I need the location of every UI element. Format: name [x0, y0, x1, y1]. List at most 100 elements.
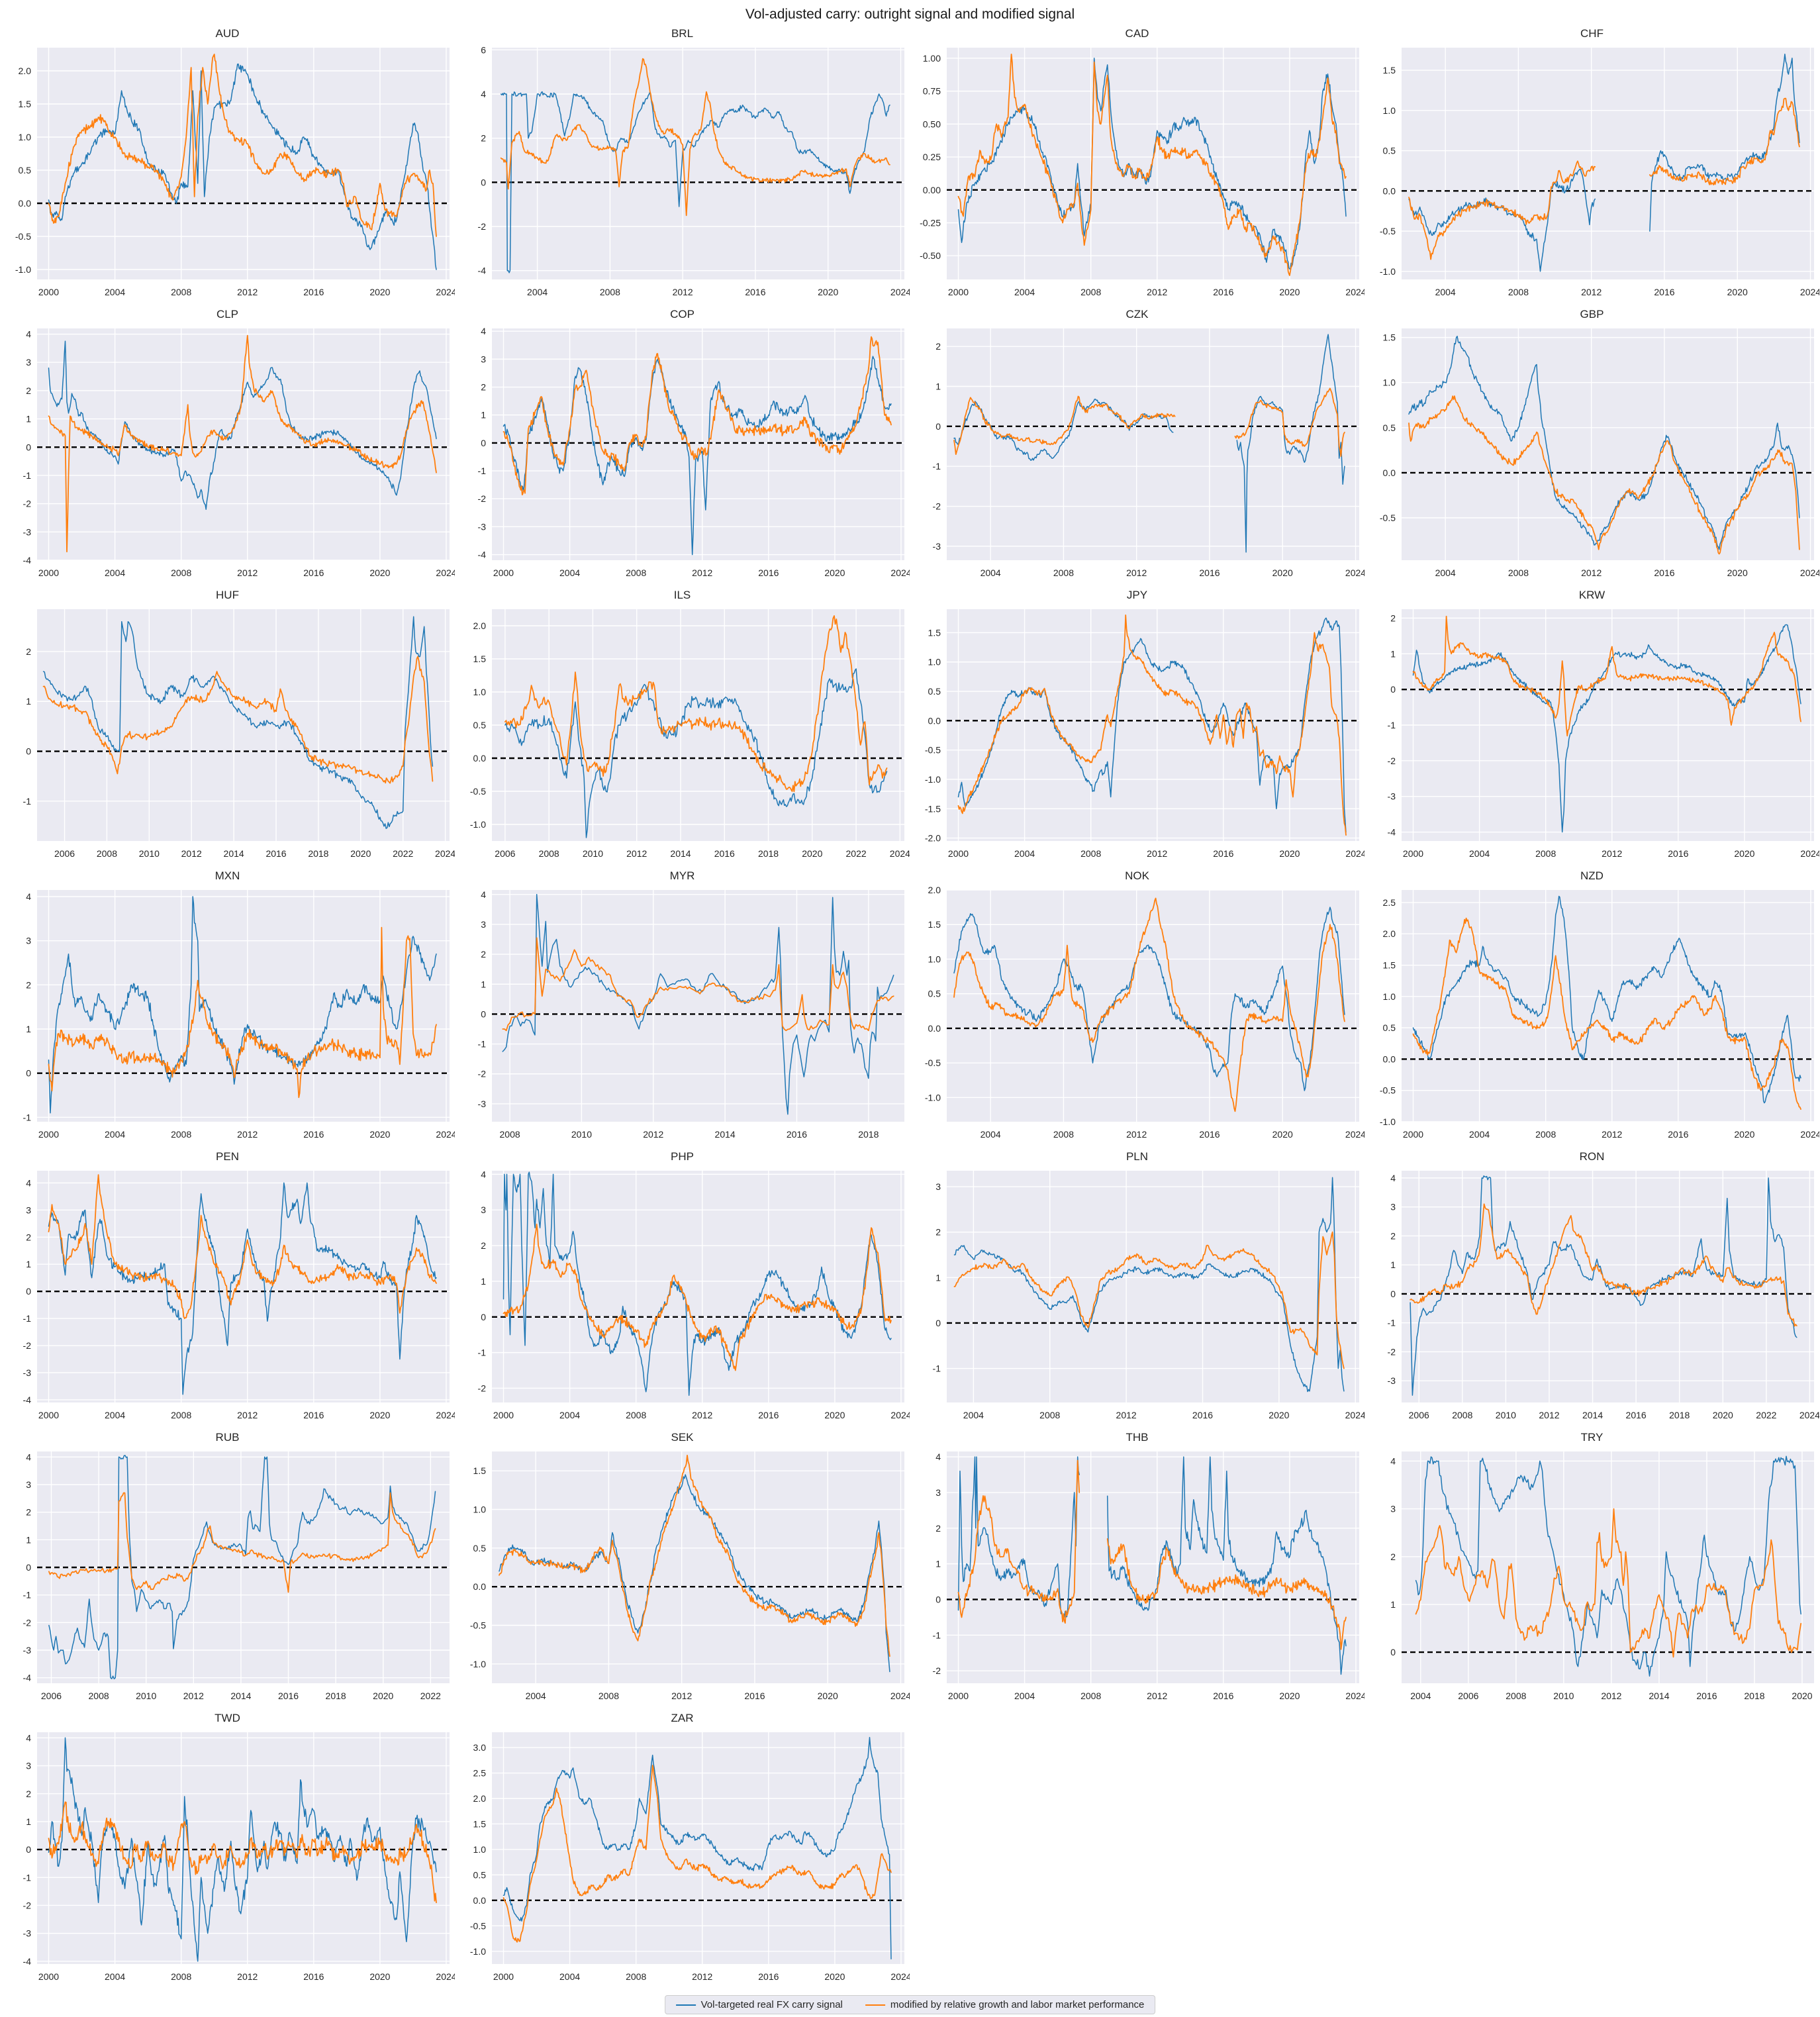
y-tick-label: -0.5 — [1380, 513, 1396, 523]
x-tick-label: 2010 — [583, 848, 603, 859]
chart-canvas-twd: 2000 2004 2008 2012 2016 2020 2024 -4 -3 -2 -1 0 1 2 3… — [23, 1732, 457, 1982]
x-tick-label: 2000 — [948, 1691, 969, 1701]
y-tick-label: 1.0 — [473, 1504, 487, 1515]
x-tick-label: 2004 — [1435, 287, 1456, 297]
x-tick-label: 2012 — [626, 848, 647, 859]
series-outright-aud — [48, 63, 437, 270]
x-tick-label: 2016 — [265, 848, 286, 859]
y-tick-label: -1 — [478, 466, 487, 476]
chart-canvas-cop: 2000 2004 2008 2012 2016 2020 2024 -4 -3 -2 -1 0 1 2 3… — [478, 326, 912, 578]
x-tick-label: 2018 — [1744, 1691, 1764, 1701]
y-tick-label: 0.0 — [1383, 467, 1396, 478]
y-tick-label: 2 — [26, 1789, 31, 1799]
x-tick-label: 2004 — [526, 1691, 546, 1701]
y-tick-label: 3 — [26, 936, 31, 946]
x-tick-label: 2020 — [1713, 1410, 1733, 1420]
y-tick-label: -1 — [1388, 720, 1396, 730]
series-outright-twd — [48, 1737, 437, 1962]
y-tick-label: 0.5 — [1383, 1022, 1396, 1033]
x-tick-label: 2024 — [436, 567, 455, 578]
x-tick-label: 2012 — [181, 848, 202, 859]
series-modified-pln — [953, 1231, 1345, 1369]
y-tick-label: 4 — [26, 1451, 31, 1462]
chart-title-czk: CZK — [1126, 308, 1149, 320]
x-tick-label: 2020 — [1279, 287, 1300, 297]
x-tick-label: 2012 — [1147, 848, 1167, 859]
y-tick-label: 0 — [26, 1562, 31, 1573]
x-tick-label: 2024 — [1345, 1129, 1365, 1140]
x-tick-label: 2006 — [1458, 1691, 1478, 1701]
y-tick-label: 2.0 — [473, 620, 487, 631]
y-tick-label: 1 — [26, 1534, 31, 1545]
y-tick-label: -2 — [478, 221, 487, 232]
x-tick-label: 2020 — [369, 1410, 390, 1420]
y-tick-label: 0.5 — [19, 165, 32, 175]
x-tick-label: 2008 — [1535, 848, 1556, 859]
series-outright-brl — [500, 91, 890, 273]
x-tick-label: 2000 — [948, 287, 969, 297]
x-tick-label: 2008 — [89, 1691, 109, 1701]
x-tick-label: 2016 — [744, 1691, 765, 1701]
series-outright-ron — [1410, 1175, 1797, 1396]
plot-panel — [947, 1171, 1359, 1402]
x-tick-label: 2010 — [1553, 1691, 1574, 1701]
y-tick-label: 0.5 — [1383, 146, 1396, 156]
y-tick-label: -4 — [1388, 827, 1396, 838]
y-tick-label: 0 — [481, 1312, 486, 1322]
y-tick-label: 2 — [26, 646, 31, 657]
x-tick-label: 2008 — [1506, 1691, 1526, 1701]
y-tick-label: 0.50 — [923, 119, 941, 129]
series-modified-chf — [1649, 97, 1800, 185]
x-tick-label: 2008 — [626, 1971, 646, 1982]
x-tick-label: 2018 — [858, 1129, 879, 1140]
y-tick-label: -4 — [23, 555, 32, 566]
x-tick-label: 2004 — [1410, 1691, 1431, 1701]
x-tick-label: 2016 — [758, 1410, 779, 1420]
y-tick-label: -1 — [23, 1112, 32, 1122]
x-tick-label: 2024 — [890, 1971, 910, 1982]
y-tick-label: 1.0 — [1383, 105, 1396, 116]
x-tick-label: 2016 — [303, 1971, 324, 1982]
y-tick-label: 1.0 — [1383, 991, 1396, 1002]
y-tick-label: 3 — [26, 1479, 31, 1490]
x-tick-label: 2008 — [97, 848, 117, 859]
x-tick-label: 2016 — [714, 848, 735, 859]
y-tick-label: -2 — [23, 1617, 32, 1628]
y-tick-label: 3 — [481, 1205, 486, 1215]
plot-panel — [37, 609, 450, 841]
y-tick-label: 0 — [26, 442, 31, 452]
x-tick-label: 2024 — [890, 567, 910, 578]
plot-panel — [37, 328, 450, 560]
chart-canvas-ils: 2006 2008 2010 2012 2014 2016 2018 2020 2022 2024… — [470, 609, 910, 859]
x-tick-label: 2004 — [1435, 567, 1456, 578]
x-tick-label: 2012 — [1147, 287, 1167, 297]
y-tick-label: 2 — [481, 1240, 486, 1251]
y-tick-label: 0 — [1390, 684, 1396, 695]
x-tick-label: 2000 — [1403, 1129, 1423, 1140]
x-tick-label: 2008 — [1080, 287, 1101, 297]
y-tick-label: 0 — [935, 421, 941, 432]
y-tick-label: 1 — [1390, 1259, 1396, 1270]
y-tick-label: 1.0 — [928, 657, 941, 667]
y-tick-label: -2 — [478, 493, 487, 504]
x-tick-label: 2008 — [599, 1691, 619, 1701]
y-tick-label: 2 — [26, 979, 31, 990]
y-tick-label: 0.75 — [923, 86, 941, 97]
x-tick-label: 2016 — [303, 567, 324, 578]
series-outright-gbp — [1408, 336, 1800, 550]
plot-panel — [1402, 1171, 1814, 1402]
x-tick-label: 2004 — [559, 567, 580, 578]
series-modified-nzd — [1412, 917, 1801, 1110]
y-tick-label: 0 — [26, 1068, 31, 1079]
x-tick-label: 2020 — [1734, 848, 1754, 859]
x-tick-label: 2020 — [369, 287, 390, 297]
chart-title-krw: KRW — [1578, 589, 1605, 601]
x-tick-label: 2020 — [1792, 1691, 1812, 1701]
chart-canvas-myr: 2008 2010 2012 2014 2016 2018 -3 -2 -1 0 1 2 3 4 — [478, 889, 904, 1140]
x-tick-label: 2024 — [436, 1971, 455, 1982]
x-tick-label: 2004 — [1014, 1691, 1035, 1701]
x-tick-label: 2016 — [758, 1971, 779, 1982]
chart-title-chf: CHF — [1580, 27, 1604, 40]
y-tick-label: -0.5 — [925, 1058, 941, 1068]
chart-title-pen: PEN — [216, 1150, 239, 1163]
